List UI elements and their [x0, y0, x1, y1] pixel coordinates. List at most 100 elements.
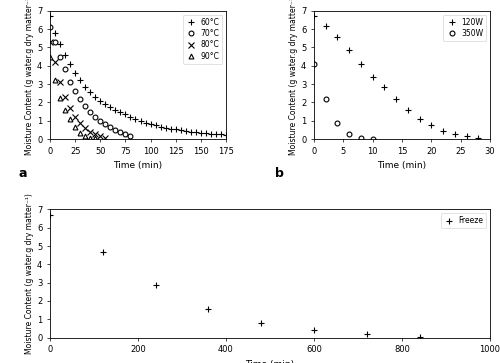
70°C	[108, 125, 114, 129]
90°C	[47, 54, 53, 59]
60°C	[52, 31, 58, 35]
80°C	[52, 60, 58, 64]
80°C	[77, 121, 83, 126]
90°C	[67, 117, 73, 121]
Freeze	[364, 332, 370, 336]
Line: 90°C: 90°C	[48, 54, 98, 141]
70°C	[92, 115, 98, 119]
350W	[358, 135, 364, 140]
120W	[440, 129, 446, 133]
70°C	[67, 80, 73, 85]
Legend: 120W, 350W: 120W, 350W	[444, 15, 486, 41]
80°C	[72, 115, 78, 119]
60°C	[138, 119, 143, 123]
80°C	[82, 126, 88, 130]
70°C	[77, 97, 83, 101]
350W	[370, 137, 376, 141]
70°C	[128, 134, 134, 138]
80°C	[67, 106, 73, 110]
120W	[346, 48, 352, 52]
60°C	[47, 14, 53, 19]
Line: 350W: 350W	[312, 62, 375, 142]
Freeze	[416, 334, 422, 339]
60°C	[132, 117, 138, 121]
70°C	[82, 104, 88, 108]
60°C	[128, 115, 134, 119]
90°C	[92, 136, 98, 140]
60°C	[178, 128, 184, 132]
70°C	[47, 25, 53, 29]
70°C	[87, 109, 93, 114]
X-axis label: Time (min): Time (min)	[246, 360, 294, 363]
120W	[416, 117, 422, 121]
60°C	[168, 126, 173, 131]
60°C	[213, 132, 219, 136]
70°C	[62, 67, 68, 72]
120W	[464, 134, 469, 138]
350W	[334, 121, 340, 125]
Freeze	[100, 249, 106, 254]
90°C	[62, 107, 68, 112]
Line: 60°C: 60°C	[47, 13, 229, 137]
80°C	[47, 40, 53, 44]
120W	[334, 34, 340, 39]
Legend: Freeze: Freeze	[440, 213, 486, 228]
60°C	[148, 122, 154, 126]
120W	[382, 85, 388, 89]
X-axis label: Time (min): Time (min)	[114, 161, 162, 170]
80°C	[92, 132, 98, 136]
70°C	[118, 130, 124, 134]
Y-axis label: Moisture Content (g water.g dry matter⁻¹): Moisture Content (g water.g dry matter⁻¹…	[289, 0, 298, 155]
120W	[428, 123, 434, 127]
120W	[370, 75, 376, 79]
120W	[393, 97, 399, 101]
120W	[405, 107, 411, 112]
70°C	[98, 119, 103, 123]
90°C	[52, 77, 58, 82]
60°C	[208, 131, 214, 136]
80°C	[62, 95, 68, 99]
60°C	[98, 98, 103, 103]
60°C	[218, 132, 224, 136]
120W	[322, 23, 328, 28]
350W	[322, 97, 328, 101]
Freeze	[152, 282, 158, 287]
60°C	[82, 85, 88, 89]
X-axis label: Time (min): Time (min)	[378, 161, 426, 170]
Line: 70°C: 70°C	[48, 25, 133, 138]
60°C	[118, 110, 124, 115]
60°C	[152, 123, 158, 127]
Line: 80°C: 80°C	[47, 39, 108, 140]
80°C	[98, 134, 103, 138]
60°C	[172, 127, 178, 132]
60°C	[77, 78, 83, 83]
60°C	[122, 112, 128, 117]
70°C	[72, 89, 78, 94]
60°C	[72, 71, 78, 75]
Text: a: a	[18, 167, 27, 180]
80°C	[102, 135, 108, 140]
60°C	[112, 107, 118, 112]
120W	[358, 62, 364, 66]
Legend: 60°C, 70°C, 80°C, 90°C: 60°C, 70°C, 80°C, 90°C	[182, 15, 222, 64]
70°C	[122, 132, 128, 136]
90°C	[82, 134, 88, 138]
70°C	[57, 54, 63, 59]
60°C	[108, 105, 114, 109]
70°C	[102, 122, 108, 127]
60°C	[158, 125, 164, 129]
60°C	[193, 130, 199, 134]
90°C	[72, 125, 78, 129]
Freeze	[47, 213, 53, 217]
120W	[311, 14, 317, 19]
350W	[311, 62, 317, 66]
70°C	[112, 128, 118, 132]
Line: Freeze: Freeze	[47, 212, 422, 340]
60°C	[203, 131, 209, 135]
60°C	[67, 62, 73, 66]
90°C	[57, 95, 63, 100]
60°C	[223, 132, 229, 137]
Y-axis label: Moisture Content (g water.g dry matter⁻¹): Moisture Content (g water.g dry matter⁻¹…	[25, 0, 34, 155]
60°C	[92, 95, 98, 99]
Freeze	[311, 328, 317, 333]
